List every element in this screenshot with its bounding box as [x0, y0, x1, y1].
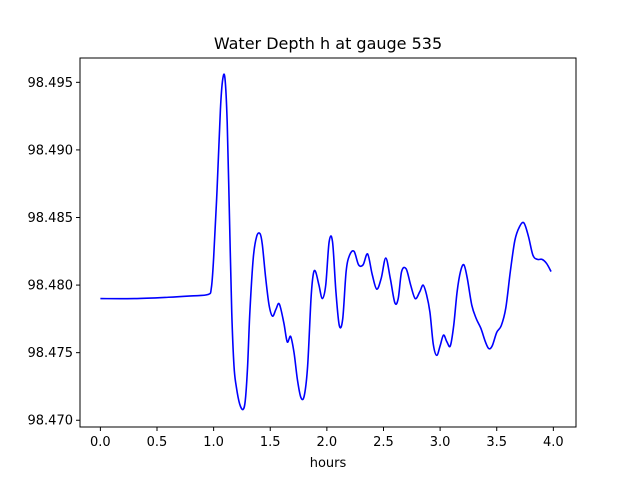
series-line-water-depth [100, 73, 552, 411]
y-tick-label: 98.485 [28, 211, 74, 226]
plot-area: 0.0 0.5 1.0 1.5 2.0 2.5 3.0 3.5 4.0 98.470 98.475… [28, 57, 577, 450]
y-tick-label: 98.475 [28, 346, 74, 361]
x-tick-label: 4.0 [543, 435, 564, 450]
x-axis-label: hours [310, 456, 347, 471]
x-tick-label: 1.0 [203, 435, 224, 450]
x-axis: 0.0 0.5 1.0 1.5 2.0 2.5 3.0 3.5 4.0 [90, 427, 564, 450]
x-tick-label: 0.5 [147, 435, 168, 450]
y-tick-label: 98.470 [28, 414, 74, 429]
x-tick-label: 1.5 [260, 435, 281, 450]
x-tick-label: 0.0 [90, 435, 111, 450]
x-tick-label: 3.5 [486, 435, 507, 450]
x-tick-label: 2.0 [317, 435, 338, 450]
x-tick-label: 3.0 [430, 435, 451, 450]
y-axis: 98.470 98.475 98.480 98.485 98.490 98.495 [28, 76, 80, 429]
y-tick-label: 98.490 [28, 143, 74, 158]
y-tick-label: 98.495 [28, 76, 74, 91]
axes-frame [79, 57, 577, 428]
x-tick-label: 2.5 [373, 435, 394, 450]
y-tick-label: 98.480 [28, 279, 74, 294]
chart-title: Water Depth h at gauge 535 [214, 34, 442, 53]
